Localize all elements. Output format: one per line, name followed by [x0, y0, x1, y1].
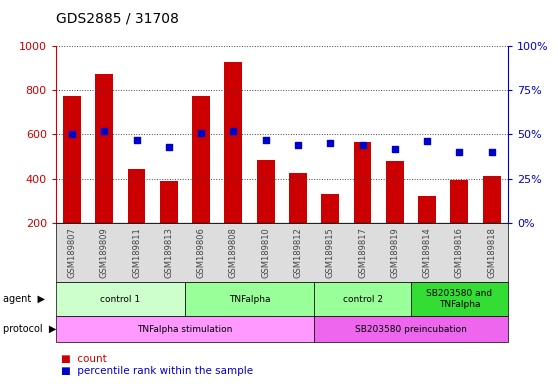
- Point: [391, 146, 400, 152]
- Text: SB203580 and
TNFalpha: SB203580 and TNFalpha: [426, 290, 492, 309]
- Point: [358, 142, 367, 148]
- Text: GSM189808: GSM189808: [229, 227, 238, 278]
- Point: [132, 137, 141, 143]
- Point: [326, 140, 335, 146]
- Text: GSM189815: GSM189815: [326, 227, 335, 278]
- Text: GSM189806: GSM189806: [196, 227, 205, 278]
- Text: ■  count: ■ count: [61, 354, 107, 364]
- Text: control 1: control 1: [100, 295, 141, 304]
- Text: GSM189816: GSM189816: [455, 227, 464, 278]
- Point: [455, 149, 464, 155]
- Text: TNFalpha: TNFalpha: [229, 295, 270, 304]
- Point: [422, 138, 431, 144]
- Text: GSM189811: GSM189811: [132, 227, 141, 278]
- Text: SB203580 preincubation: SB203580 preincubation: [355, 324, 467, 334]
- Text: GSM189809: GSM189809: [100, 227, 109, 278]
- Text: GSM189817: GSM189817: [358, 227, 367, 278]
- Text: GDS2885 / 31708: GDS2885 / 31708: [56, 12, 179, 25]
- Bar: [224, 61, 242, 223]
- Bar: [289, 173, 307, 223]
- Point: [100, 128, 109, 134]
- Bar: [257, 160, 275, 223]
- Text: GSM189819: GSM189819: [390, 227, 400, 278]
- Bar: [386, 161, 403, 223]
- Point: [68, 131, 76, 137]
- Text: GSM189814: GSM189814: [422, 227, 431, 278]
- Bar: [483, 176, 501, 223]
- Text: GSM189813: GSM189813: [164, 227, 174, 278]
- Point: [165, 144, 174, 150]
- Text: control 2: control 2: [343, 295, 382, 304]
- Bar: [321, 194, 339, 223]
- Text: protocol  ▶: protocol ▶: [3, 324, 56, 334]
- Bar: [354, 142, 372, 223]
- Text: TNFalpha stimulation: TNFalpha stimulation: [137, 324, 233, 334]
- Bar: [418, 196, 436, 223]
- Bar: [192, 96, 210, 223]
- Text: GSM189818: GSM189818: [487, 227, 496, 278]
- Point: [196, 129, 205, 136]
- Point: [487, 149, 496, 155]
- Point: [294, 142, 302, 148]
- Bar: [450, 180, 468, 223]
- Bar: [128, 169, 146, 223]
- Point: [261, 137, 270, 143]
- Text: GSM189812: GSM189812: [294, 227, 302, 278]
- Bar: [160, 181, 177, 223]
- Text: ■  percentile rank within the sample: ■ percentile rank within the sample: [61, 366, 253, 376]
- Bar: [63, 96, 81, 223]
- Point: [229, 128, 238, 134]
- Bar: [95, 74, 113, 223]
- Text: agent  ▶: agent ▶: [3, 294, 45, 304]
- Text: GSM189807: GSM189807: [68, 227, 76, 278]
- Text: GSM189810: GSM189810: [261, 227, 270, 278]
